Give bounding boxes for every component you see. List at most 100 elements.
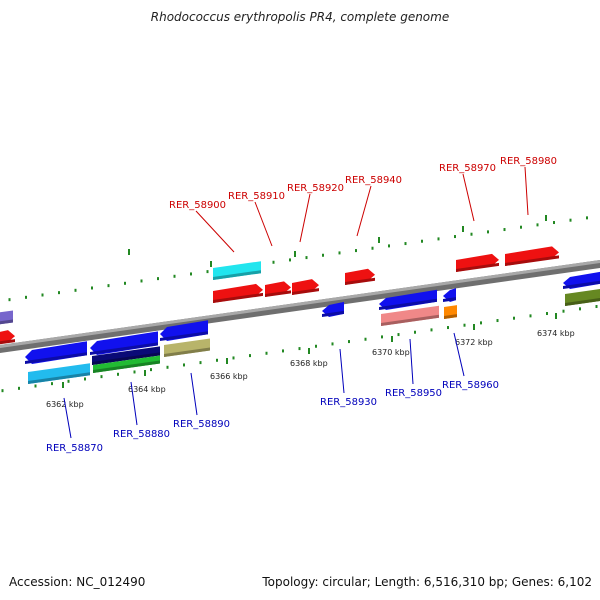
gene-arrow-red (505, 246, 559, 266)
scale-dot (586, 216, 588, 220)
scale-dot (173, 274, 176, 278)
major-tick (378, 237, 380, 243)
accession-text: Accession: NC_012490 (9, 575, 146, 589)
scale-label: 6374 kbp (537, 329, 575, 338)
scale-dot (496, 319, 499, 323)
scale-dot (397, 333, 400, 337)
gene-label: RER_58880 (113, 429, 170, 440)
scale-dot (190, 272, 192, 276)
scale-dot (34, 384, 37, 388)
scale-dot (414, 330, 416, 334)
scale-dot (18, 386, 20, 390)
gene-label: RER_58940 (345, 175, 402, 186)
gene-label: RER_58960 (442, 380, 499, 391)
genome-backbone (0, 260, 600, 353)
major-tick (462, 226, 464, 232)
major-tick (62, 382, 64, 388)
scale-dot (183, 363, 185, 367)
gene-leader-line (195, 210, 235, 253)
scale-dot (289, 258, 291, 262)
scale-dot (348, 340, 350, 344)
scale-dot (388, 244, 390, 248)
gene-leader-line (190, 372, 198, 416)
scale-dot (553, 221, 555, 225)
scale-dot (282, 349, 284, 353)
scale-dot (117, 372, 119, 376)
scale-dot (216, 358, 218, 362)
gene-arrow-orange (444, 305, 457, 319)
gene-arrow-red (213, 283, 263, 303)
dotted-scale-lines (1, 215, 598, 393)
gene-arrow-red (292, 279, 319, 295)
scale-label: 6366 kbp (210, 372, 248, 381)
scale-dot (124, 281, 126, 285)
scale-dot (265, 351, 268, 355)
gene-label: RER_58870 (46, 443, 103, 454)
gene-label: RER_58900 (169, 200, 226, 211)
scale-label: 6370 kbp (372, 348, 410, 357)
scale-dot (371, 246, 374, 250)
genome-summary-text: Topology: circular; Length: 6,516,310 bp… (262, 575, 592, 589)
scale-dot (430, 328, 433, 332)
scale-dot (166, 365, 169, 369)
scale-dot (562, 309, 565, 313)
gene-arrow-blue (160, 320, 208, 341)
scale-dot (315, 344, 317, 348)
scale-dot (529, 314, 532, 318)
gene-arrow-blue (322, 301, 344, 317)
gene-arrow-pink (381, 305, 439, 326)
gene-leader-line (356, 185, 372, 237)
major-tick (210, 261, 212, 267)
scale-dot (100, 375, 103, 379)
scale-dot (404, 242, 407, 246)
scale-dot (579, 307, 581, 311)
scale-dot (437, 237, 440, 241)
gene-arrow-purple (0, 310, 13, 325)
scale-label: 6368 kbp (290, 359, 328, 368)
gene-arrow-olive (565, 289, 600, 306)
scale-dot (480, 321, 482, 325)
scale-dot (41, 293, 44, 297)
scale-dot (58, 291, 60, 295)
major-tick (308, 348, 310, 354)
scale-dot (199, 361, 202, 365)
scale-dot (133, 370, 136, 374)
gene-arrow-lightblue (28, 363, 90, 384)
gene-leader-line (524, 166, 529, 216)
scale-dot (447, 326, 449, 330)
gene-label: RER_58910 (228, 191, 285, 202)
gene-leader-line (130, 381, 138, 426)
map-title: Rhodococcus erythropolis PR4, complete g… (150, 10, 450, 24)
scale-dot (91, 286, 93, 290)
scale-dot (381, 335, 383, 339)
gene-leader-line (339, 348, 345, 394)
scale-dot (470, 232, 473, 236)
gene-leader-line (254, 201, 273, 247)
scale-dot (272, 260, 275, 264)
major-tick (545, 215, 547, 221)
scale-dot (364, 337, 367, 341)
gene-leader-line (462, 173, 475, 222)
major-tick (226, 358, 228, 364)
gene-leader-line (299, 193, 311, 243)
gene-label: RER_58920 (287, 183, 344, 194)
major-tick (294, 251, 296, 257)
scale-dot (67, 379, 70, 383)
gene-arrow-red (456, 253, 499, 272)
scale-dot (331, 342, 334, 346)
scale-label: 6372 kbp (455, 338, 493, 347)
gene-label: RER_58980 (500, 156, 557, 167)
scale-dot (1, 389, 4, 393)
gene-arrow-blue (379, 289, 437, 310)
gene-label: RER_58970 (439, 163, 496, 174)
scale-dot (107, 284, 110, 288)
gene-arrow-red (265, 281, 291, 297)
scale-dot (249, 354, 251, 358)
gene-arrow-red (345, 268, 375, 285)
gene-arrow-blue (443, 288, 456, 302)
gene-arrow-green (93, 355, 160, 373)
scale-dot (513, 316, 515, 320)
scale-dot (74, 288, 77, 292)
scale-dot (503, 228, 506, 232)
